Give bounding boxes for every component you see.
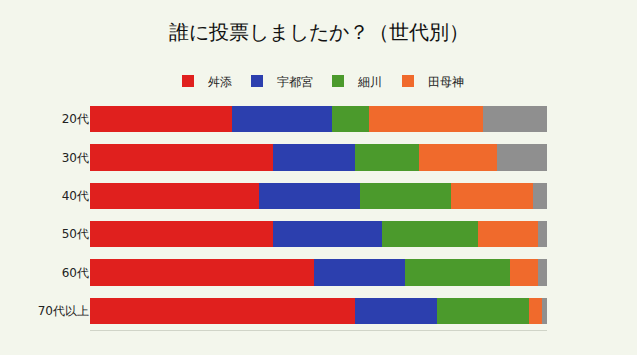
svg-text:誰に投票しましたか？（世代別）: 誰に投票しましたか？（世代別）: [169, 20, 469, 44]
svg-text:30代: 30代: [62, 151, 89, 165]
svg-text:宇都宮: 宇都宮: [277, 75, 313, 89]
svg-text:40代: 40代: [62, 189, 89, 203]
svg-text:細川: 細川: [357, 75, 382, 89]
svg-text:田母神: 田母神: [428, 75, 464, 89]
svg-text:60代: 60代: [62, 266, 89, 280]
svg-text:20代: 20代: [62, 112, 89, 126]
svg-text:70代以上: 70代以上: [38, 304, 89, 318]
svg-text:舛添: 舛添: [208, 75, 232, 89]
svg-text:50代: 50代: [62, 227, 89, 241]
